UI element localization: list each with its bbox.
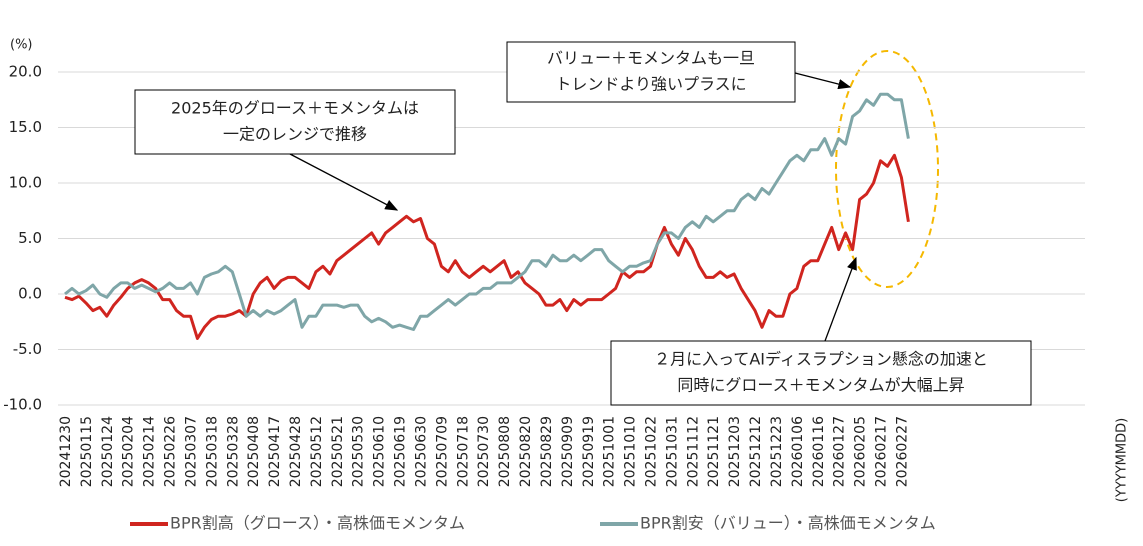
x-tick-label: 20250709 (434, 416, 450, 487)
y-tick-label: 15.0 (9, 118, 42, 136)
y-tick-label: 0.0 (18, 285, 42, 303)
x-tick-label: 20250408 (246, 416, 262, 487)
x-tick-label: 20251112 (685, 416, 701, 487)
annotation-text: トレンドより強いプラスに (555, 75, 746, 94)
x-tick-label: 20250512 (309, 416, 325, 487)
x-tick-label: 20250630 (413, 416, 429, 487)
annotation-arrow (824, 256, 857, 342)
x-tick-label: 20251212 (748, 416, 764, 487)
annotation-arrow (794, 72, 852, 90)
x-tick-label: 20251031 (664, 416, 680, 487)
x-tick-label: 20260127 (832, 416, 848, 487)
x-tick-label: 20260116 (811, 416, 827, 487)
legend-label: BPR割高（グロース）・高株価モメンタム (170, 514, 465, 533)
annotation-box (610, 340, 1032, 406)
x-tick-label: 20250919 (581, 416, 597, 487)
x-tick-label: 20250204 (121, 416, 137, 487)
x-tick-label: 20250328 (225, 416, 241, 487)
y-tick-label: 20.0 (9, 63, 42, 81)
x-tick-label: 20250428 (288, 416, 304, 487)
x-tick-label: 20250808 (497, 416, 513, 487)
x-tick-label: 20251001 (602, 416, 618, 487)
annotation-text: 一定のレンジで推移 (223, 125, 367, 144)
highlight-ellipse (835, 50, 939, 288)
x-tick-label: 20250530 (351, 416, 367, 487)
x-tick-label: 20250318 (204, 416, 220, 487)
x-tick-label: 20250417 (267, 416, 283, 487)
x-tick-label: 20260205 (853, 416, 869, 487)
x-tick-label: 20250214 (142, 416, 158, 487)
x-tick-label: 20251121 (706, 416, 722, 487)
x-tick-label: 20250115 (79, 416, 95, 487)
y-axis-label: (%) (10, 38, 33, 53)
annotation-arrow (289, 153, 399, 211)
x-tick-label: 20250730 (476, 416, 492, 487)
x-tick-label: 20250909 (560, 416, 576, 487)
y-tick-label: -10.0 (3, 396, 42, 414)
x-tick-label: 20250829 (539, 416, 555, 487)
annotation-text: 2025年のグロース＋モメンタムは (171, 99, 419, 118)
x-tick-label: 20260227 (894, 416, 910, 487)
annotation-box (134, 89, 456, 155)
x-tick-label: 20251022 (643, 416, 659, 487)
x-tick-label: 20250226 (163, 416, 179, 487)
series-line (64, 92, 910, 331)
x-tick-label: 20251010 (623, 416, 639, 487)
x-tick-label: 20250610 (372, 416, 388, 487)
legend-label: BPR割安（バリュー）・高株価モメンタム (640, 514, 936, 533)
x-tick-label: 20250307 (183, 416, 199, 487)
series-line (64, 153, 910, 340)
annotation-box (506, 41, 796, 103)
x-axis-label: (YYYYMMDD) (1115, 418, 1130, 502)
x-tick-label: 20250521 (330, 416, 346, 487)
annotation-text: ２月に入ってAIディスラプション懸念の加速と (654, 350, 988, 369)
x-tick-label: 20260106 (790, 416, 806, 487)
x-tick-label: 20250619 (393, 416, 409, 487)
x-tick-label: 20250124 (100, 416, 116, 487)
x-tick-label: 20250718 (455, 416, 471, 487)
x-tick-label: 20251203 (727, 416, 743, 487)
x-tick-label: 20250820 (518, 416, 534, 487)
x-tick-label: 20260217 (873, 416, 889, 487)
y-tick-label: 5.0 (18, 229, 42, 247)
x-tick-label: 20241230 (58, 416, 74, 487)
annotation-text: バリュー＋モメンタムも一旦 (547, 49, 755, 68)
y-tick-label: 10.0 (9, 174, 42, 192)
annotation-text: 同時にグロース＋モメンタムが大幅上昇 (677, 376, 964, 395)
y-tick-label: -5.0 (13, 340, 42, 358)
x-tick-label: 20251223 (769, 416, 785, 487)
